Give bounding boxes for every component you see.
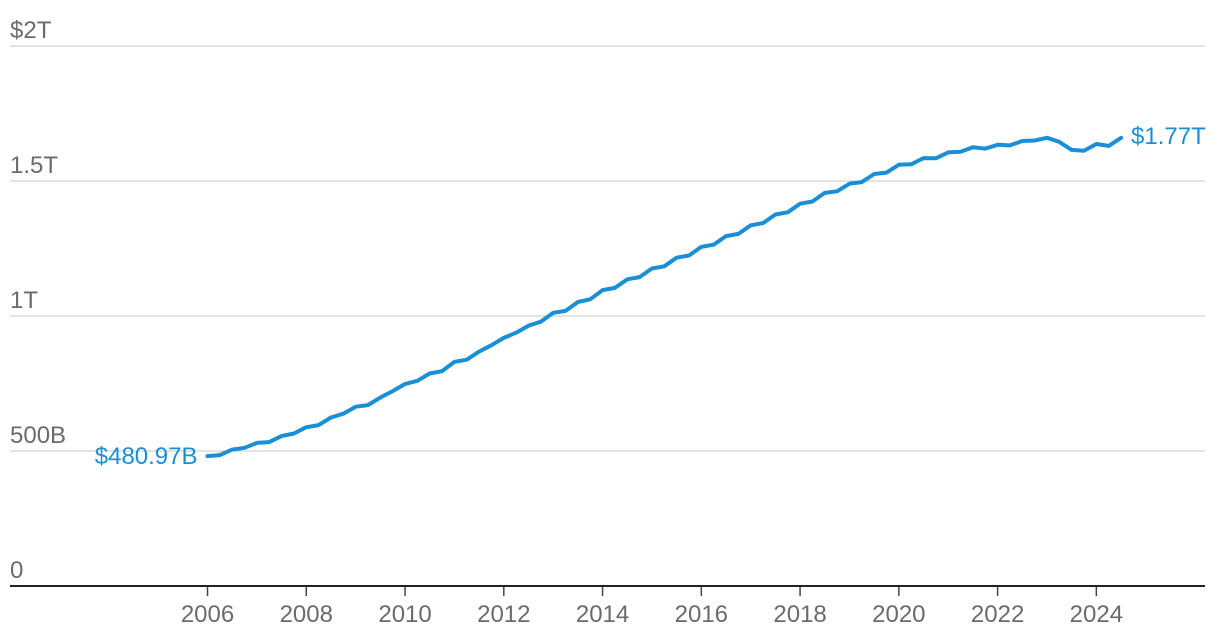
- gridlines: [10, 45, 1205, 452]
- x-tick-label: 2014: [576, 601, 629, 628]
- x-tick-label: 2020: [872, 601, 925, 628]
- y-tick-label: 1T: [10, 287, 38, 314]
- x-tick-label: 2016: [675, 601, 728, 628]
- series-group: [205, 135, 1124, 459]
- y-tick-label: 500B: [10, 422, 66, 449]
- series-start-label: $480.97B: [95, 443, 198, 470]
- x-tick-label: 2010: [378, 601, 431, 628]
- x-axis-ticks: 2006 2008 2010 2012 2014 2016 2018 2020 2022 2024: [181, 586, 1123, 628]
- x-tick-label: 2006: [181, 601, 234, 628]
- x-tick-label: 2018: [773, 601, 826, 628]
- series-labels: $480.97B $1.77T: [95, 123, 1206, 470]
- series-end-label: $1.77T: [1131, 123, 1206, 150]
- series-line: [205, 135, 1124, 459]
- x-tick-label: 2008: [280, 601, 333, 628]
- x-tick-label: 2024: [1070, 601, 1123, 628]
- y-tick-label: $2T: [10, 17, 52, 44]
- y-tick-label: 1.5T: [10, 152, 58, 179]
- y-axis-ticks: $2T 1.5T 1T 500B 0: [10, 17, 66, 584]
- x-tick-label: 2022: [971, 601, 1024, 628]
- y-tick-label: 0: [10, 557, 23, 584]
- x-tick-label: 2012: [477, 601, 530, 628]
